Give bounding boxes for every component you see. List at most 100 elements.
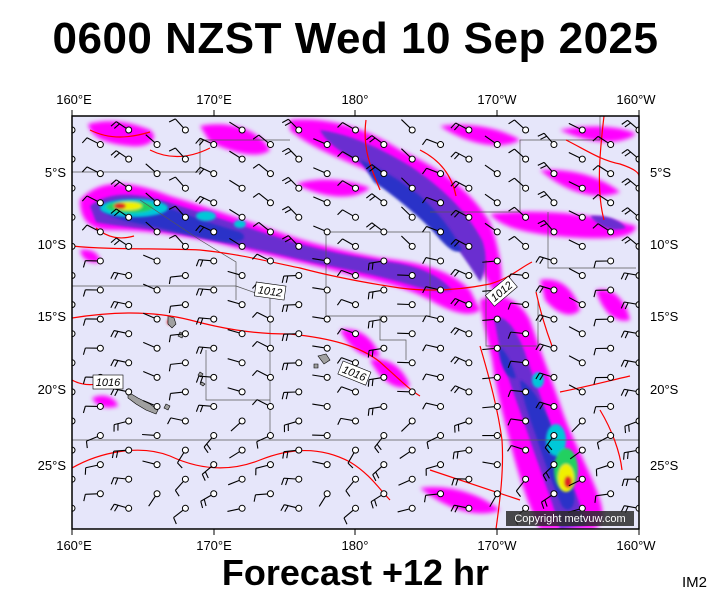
wind-barb — [537, 190, 558, 207]
lat-label: 10°S — [38, 237, 67, 252]
wind-barb — [507, 444, 530, 454]
wind-barb — [535, 401, 558, 410]
wind-barb — [401, 119, 416, 134]
wind-barb — [535, 285, 558, 294]
wind-barb — [110, 388, 133, 397]
wind-barb — [281, 176, 303, 192]
wind-barb — [544, 432, 558, 454]
wind-barb — [195, 286, 218, 296]
wind-barb — [366, 164, 388, 178]
wind-barb — [568, 239, 586, 250]
wind-barb — [568, 122, 586, 134]
wind-barb — [229, 446, 246, 459]
wind-barb — [508, 235, 530, 250]
wind-barb — [593, 373, 615, 385]
wind-barb — [313, 225, 331, 236]
wind-barb — [251, 399, 274, 410]
wind-barb — [281, 301, 303, 313]
wind-barb — [568, 181, 586, 192]
wind-barb — [312, 315, 331, 323]
wind-barb — [450, 327, 473, 338]
wind-barb — [452, 446, 473, 460]
wind-barb — [337, 151, 359, 163]
wind-barb — [507, 417, 530, 426]
copyright-text: Copyright metvuw.com — [514, 513, 625, 525]
wind-barb — [313, 167, 331, 178]
wind-barb — [372, 461, 388, 482]
wind-barb — [252, 134, 274, 149]
wind-barb — [110, 271, 133, 280]
wind-barb — [537, 132, 558, 149]
wind-barb — [540, 490, 558, 509]
wind-barb — [482, 461, 501, 469]
wind-barb — [484, 222, 501, 236]
wind-barbs — [72, 118, 639, 525]
wind-barb — [397, 359, 416, 367]
wind-barb — [312, 460, 331, 469]
wind-barb — [421, 167, 445, 178]
wind-barb — [450, 238, 473, 250]
wind-barb — [401, 417, 416, 432]
wind-barb — [568, 152, 586, 163]
wind-barb — [201, 461, 218, 481]
wind-barb — [256, 432, 274, 449]
wind-barb — [145, 163, 161, 178]
wind-barb — [110, 300, 133, 309]
wind-barb — [401, 235, 416, 250]
wind-barb — [507, 301, 530, 310]
wind-barb — [251, 311, 274, 323]
graticule-ticks — [71, 110, 640, 535]
wind-barb — [227, 358, 246, 367]
wind-barb — [366, 193, 388, 207]
wind-barb — [81, 195, 104, 207]
wind-barb — [195, 344, 218, 355]
lat-label: 15°S — [650, 309, 679, 324]
wind-barb — [508, 177, 530, 192]
wind-barb — [168, 388, 189, 401]
wind-barb — [82, 402, 104, 414]
isobar-label: 1016 — [96, 377, 121, 389]
wind-barb — [253, 490, 274, 502]
wind-barb — [281, 118, 303, 134]
wind-barb — [195, 402, 218, 413]
lat-labels-left: 5°S 10°S 15°S 20°S 25°S — [38, 165, 67, 473]
wind-barb — [507, 388, 530, 398]
wind-barb — [252, 163, 274, 178]
lon-label: 160°W — [616, 92, 656, 107]
wind-barb — [82, 315, 104, 326]
wind-barb — [255, 461, 274, 476]
wind-barb — [312, 373, 331, 381]
wind-barb — [450, 180, 473, 192]
wind-barb — [283, 417, 303, 433]
map-title: 0600 NZST Wed 10 Sep 2025 — [52, 14, 659, 63]
wind-barb — [397, 504, 416, 513]
wind-barb — [421, 138, 445, 149]
wind-barb — [312, 257, 331, 265]
lon-labels-bottom: 160°E 170°E 180° 170°W 160°W — [56, 538, 656, 553]
wind-barb — [569, 446, 586, 460]
wind-barb — [482, 257, 501, 265]
wind-barb — [422, 315, 445, 323]
lat-label: 15°S — [38, 309, 67, 324]
wind-barb — [508, 119, 530, 134]
wind-barb — [252, 221, 274, 236]
wind-barb — [397, 330, 416, 338]
land-masses — [127, 315, 331, 415]
wind-barb — [370, 490, 388, 509]
wind-barb — [593, 344, 615, 356]
wind-barb — [568, 210, 586, 221]
lat-label: 10°S — [650, 237, 679, 252]
wind-barb — [425, 461, 445, 476]
wind-barb — [227, 299, 246, 309]
wind-barb — [168, 330, 189, 343]
wind-barb — [111, 446, 133, 459]
wind-barb — [227, 475, 246, 486]
wind-barb — [489, 490, 501, 508]
wind-barb — [535, 372, 558, 381]
lon-label: 160°E — [56, 92, 92, 107]
wind-barb — [280, 504, 303, 513]
wind-barb — [397, 388, 416, 396]
wind-barb — [398, 475, 416, 486]
wind-barb — [251, 370, 274, 381]
